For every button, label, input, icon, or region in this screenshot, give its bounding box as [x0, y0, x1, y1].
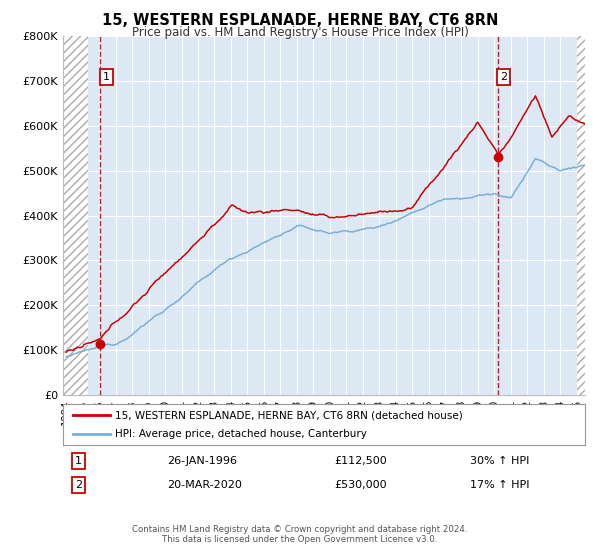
Text: £530,000: £530,000 — [334, 480, 387, 491]
Text: 20-MAR-2020: 20-MAR-2020 — [167, 480, 242, 491]
Text: £112,500: £112,500 — [334, 456, 387, 466]
Text: 15, WESTERN ESPLANADE, HERNE BAY, CT6 8RN: 15, WESTERN ESPLANADE, HERNE BAY, CT6 8R… — [102, 13, 498, 29]
Text: This data is licensed under the Open Government Licence v3.0.: This data is licensed under the Open Gov… — [163, 535, 437, 544]
Text: Contains HM Land Registry data © Crown copyright and database right 2024.: Contains HM Land Registry data © Crown c… — [132, 525, 468, 534]
Bar — [577, 36, 585, 395]
Text: 2: 2 — [75, 480, 82, 491]
Text: Price paid vs. HM Land Registry's House Price Index (HPI): Price paid vs. HM Land Registry's House … — [131, 26, 469, 39]
Text: 1: 1 — [103, 72, 110, 82]
Text: 26-JAN-1996: 26-JAN-1996 — [167, 456, 238, 466]
Text: 17% ↑ HPI: 17% ↑ HPI — [470, 480, 530, 491]
Text: 1: 1 — [75, 456, 82, 466]
Text: 2: 2 — [500, 72, 508, 82]
Text: 30% ↑ HPI: 30% ↑ HPI — [470, 456, 530, 466]
Text: HPI: Average price, detached house, Canterbury: HPI: Average price, detached house, Cant… — [115, 429, 367, 439]
Text: 15, WESTERN ESPLANADE, HERNE BAY, CT6 8RN (detached house): 15, WESTERN ESPLANADE, HERNE BAY, CT6 8R… — [115, 410, 463, 421]
Bar — [63, 36, 88, 395]
